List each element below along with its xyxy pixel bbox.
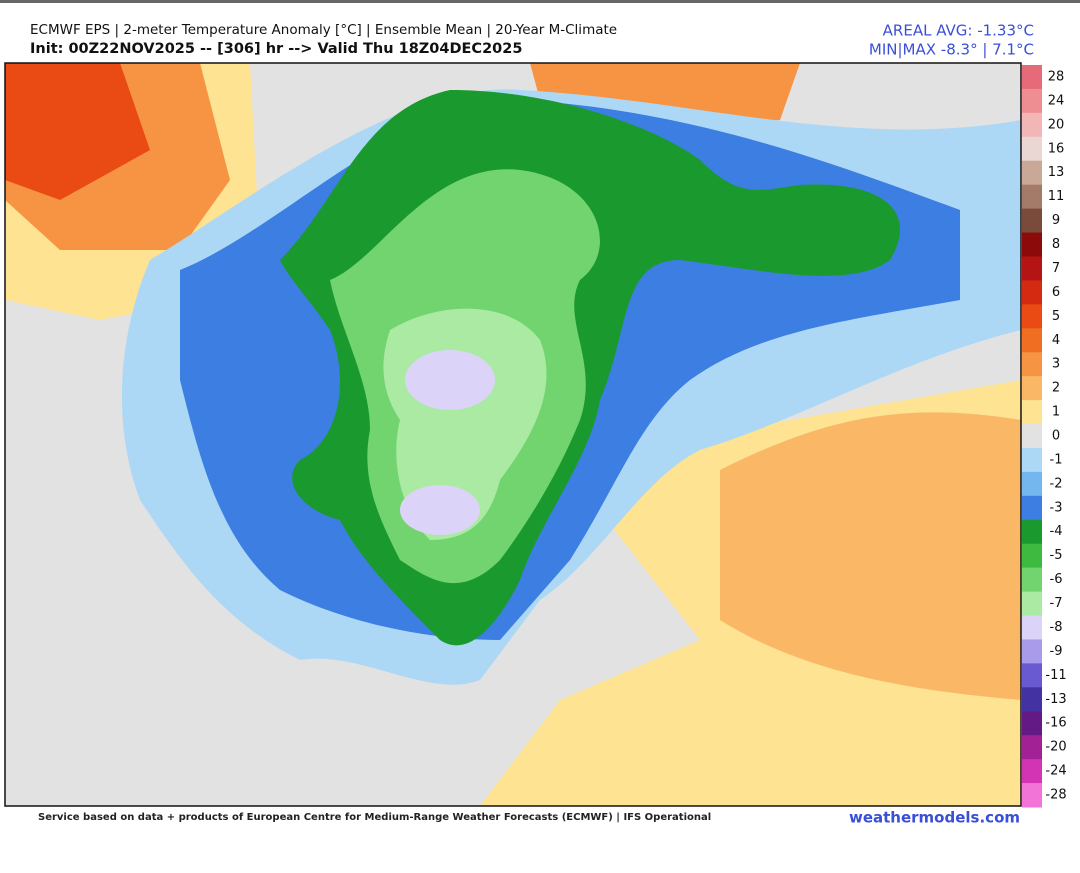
colorbar-swatch bbox=[1022, 471, 1042, 497]
colorbar-swatch bbox=[1022, 495, 1042, 521]
colorbar-label: -24 bbox=[1045, 764, 1066, 779]
credit: Service based on data + products of Euro… bbox=[38, 812, 711, 823]
colorbar-swatch bbox=[1022, 591, 1042, 617]
colorbar-swatch bbox=[1022, 639, 1042, 664]
colorbar-label: 11 bbox=[1048, 189, 1065, 204]
colorbar-label: 9 bbox=[1052, 213, 1060, 228]
colorbar-swatch bbox=[1022, 519, 1042, 545]
colorbar-label: 4 bbox=[1052, 333, 1060, 348]
colorbar-swatch bbox=[1022, 65, 1042, 90]
title: ECMWF EPS | 2-meter Temperature Anomaly … bbox=[30, 22, 617, 38]
colorbar-label: -9 bbox=[1050, 644, 1063, 659]
colorbar-swatch bbox=[1022, 136, 1042, 162]
colorbar-swatch bbox=[1022, 567, 1042, 593]
colorbar-label: -1 bbox=[1050, 452, 1063, 467]
colorbar-label: 16 bbox=[1048, 141, 1065, 156]
colorbar-label: 2 bbox=[1052, 381, 1060, 396]
colorbar-label: 7 bbox=[1052, 261, 1060, 276]
colorbar-label: -11 bbox=[1045, 668, 1066, 683]
colorbar-swatch bbox=[1022, 232, 1042, 257]
colorbar-swatch bbox=[1022, 184, 1042, 210]
colorbar-label: -28 bbox=[1045, 788, 1066, 803]
top-bar bbox=[0, 0, 1080, 3]
site: weathermodels.com bbox=[849, 809, 1020, 827]
colorbar-label: 8 bbox=[1052, 237, 1060, 252]
colorbar-label: 0 bbox=[1052, 429, 1060, 444]
colorbar-label: -7 bbox=[1050, 596, 1063, 611]
colorbar-label: 28 bbox=[1048, 69, 1065, 84]
colorbar-label: 1 bbox=[1052, 405, 1060, 420]
colorbar-label: 5 bbox=[1052, 309, 1060, 324]
colorbar-label: -16 bbox=[1045, 716, 1066, 731]
colorbar-swatch bbox=[1022, 447, 1042, 473]
colorbar-swatch bbox=[1022, 711, 1042, 736]
colorbar-swatch bbox=[1022, 88, 1042, 114]
colorbar-swatch bbox=[1022, 615, 1042, 640]
colorbar-label: -4 bbox=[1050, 524, 1063, 539]
colorbar-swatch bbox=[1022, 424, 1042, 449]
colorbar-swatch bbox=[1022, 256, 1042, 281]
colorbar-swatch bbox=[1022, 280, 1042, 305]
subtitle: Init: 00Z22NOV2025 -- [306] hr --> Valid… bbox=[30, 41, 522, 57]
colorbar-label: -3 bbox=[1050, 500, 1063, 515]
colorbar-swatch bbox=[1022, 759, 1042, 784]
areal-avg: AREAL AVG: -1.33°C bbox=[883, 22, 1034, 40]
colorbar-label: -13 bbox=[1045, 692, 1066, 707]
colorbar-swatch bbox=[1022, 783, 1042, 808]
map-frame bbox=[4, 62, 1022, 807]
colorbar-swatch bbox=[1022, 208, 1042, 234]
colorbar-label: -6 bbox=[1050, 572, 1063, 587]
colorbar-swatch bbox=[1022, 687, 1042, 712]
colorbar: 28 24 20 16 13 11 9 8 7 6 5 4 3 2 1 0 -1 -2 -3 -4 -5 -6 -7 -8 -9… bbox=[1022, 65, 1067, 808]
colorbar-swatch bbox=[1022, 112, 1042, 138]
colorbar-swatch bbox=[1022, 304, 1042, 329]
colorbar-label: 20 bbox=[1048, 117, 1065, 132]
colorbar-swatch bbox=[1022, 663, 1042, 688]
colorbar-swatch bbox=[1022, 543, 1042, 569]
colorbar-label: 13 bbox=[1048, 165, 1065, 180]
colorbar-swatch bbox=[1022, 735, 1042, 760]
colorbar-label: 24 bbox=[1048, 93, 1065, 108]
min-max: MIN|MAX -8.3° | 7.1°C bbox=[869, 41, 1034, 59]
colorbar-label: -8 bbox=[1050, 620, 1063, 635]
colorbar-swatch bbox=[1022, 328, 1042, 353]
colorbar-swatch bbox=[1022, 400, 1042, 425]
colorbar-label: 3 bbox=[1052, 357, 1060, 372]
colorbar-label: -2 bbox=[1050, 476, 1063, 491]
colorbar-swatch bbox=[1022, 352, 1042, 377]
colorbar-label: -20 bbox=[1045, 740, 1066, 755]
colorbar-label: -5 bbox=[1050, 548, 1063, 563]
colorbar-swatch bbox=[1022, 160, 1042, 186]
colorbar-swatch bbox=[1022, 376, 1042, 401]
colorbar-label: 6 bbox=[1052, 285, 1060, 300]
map bbox=[5, 63, 1021, 806]
